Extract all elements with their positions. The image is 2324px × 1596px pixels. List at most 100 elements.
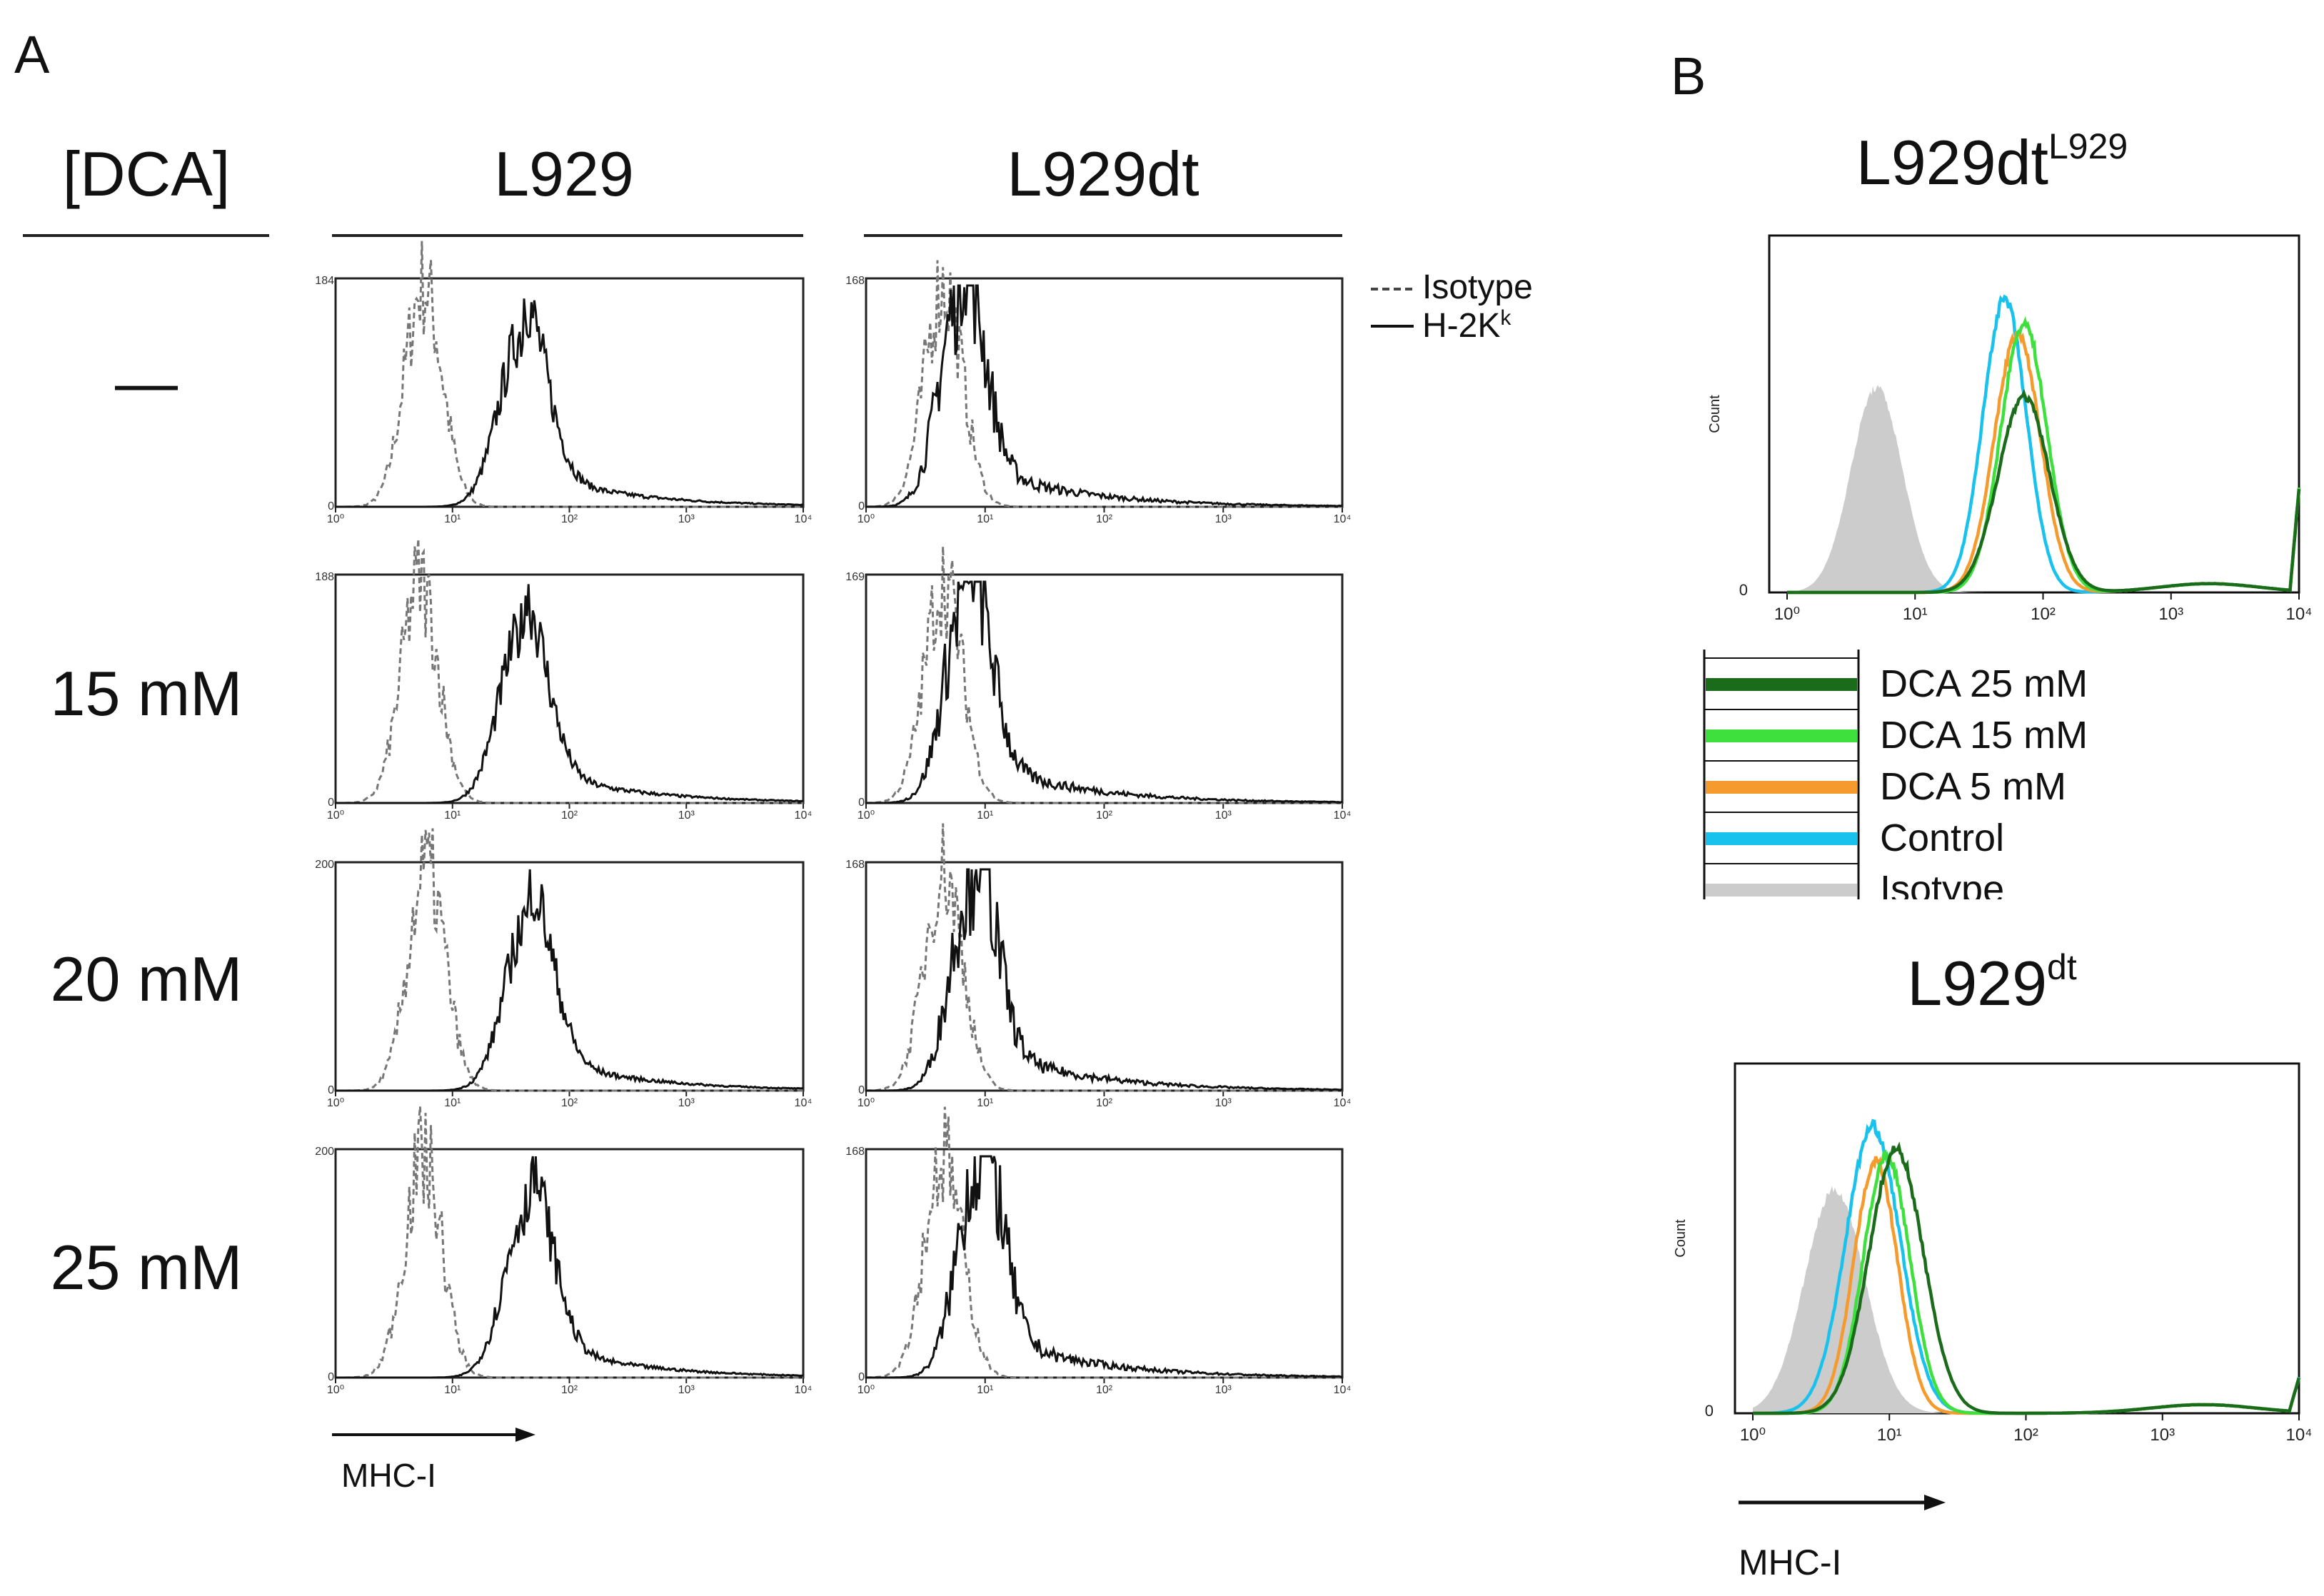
legend-swatch-dca-5-mm (1706, 781, 1857, 794)
x-tick-label: 10⁰ (857, 513, 875, 525)
x-tick-label: 10⁰ (1774, 605, 1800, 624)
x-tick-label: 10² (1096, 513, 1113, 525)
x-tick-label: 10¹ (977, 513, 993, 525)
y-max-label: 169 (845, 571, 865, 583)
x-tick-label: 10³ (1215, 1384, 1232, 1396)
x-tick-label: 10² (2013, 1425, 2038, 1445)
y-min-label: 0 (328, 1084, 334, 1096)
histogram-b-0: Count 0 10⁰ 10¹ 10² 10³ 10⁴ (1707, 234, 2313, 624)
legend-label: DCA 25 mM (1880, 662, 2088, 705)
h2k-series (866, 580, 1343, 804)
x-tick-label: 10¹ (977, 1097, 993, 1109)
x-tick-label: 10¹ (444, 809, 461, 822)
x-tick-label: 10⁰ (857, 1384, 875, 1396)
y-zero-label: 0 (1739, 581, 1748, 599)
x-tick-label: 10² (2031, 605, 2056, 624)
dca-header-rule (23, 234, 269, 237)
h2k-series (866, 1155, 1342, 1379)
isotype-series (336, 828, 803, 1092)
x-tick-label: 10³ (1215, 513, 1232, 525)
isotype-series (866, 546, 1342, 804)
row-label-25mm: 25 mM (50, 1232, 243, 1303)
x-tick-label: 10¹ (977, 809, 993, 822)
panel-b-bottom-title: L929dt (1699, 949, 2285, 1015)
panel-a-letter: A (14, 25, 50, 84)
legend-swatch-dca-25-mm (1706, 678, 1857, 691)
h2k-series (336, 298, 804, 508)
x-tick-label: 10³ (678, 1097, 695, 1109)
top-title-text: L929dt (1856, 127, 2048, 198)
x-tick-label: 10² (561, 809, 578, 822)
x-tick-label: 10⁴ (1334, 809, 1352, 822)
x-tick-label: 10⁴ (2285, 1425, 2312, 1445)
top-title-sup: L929 (2048, 126, 2128, 166)
row-label-20mm: 20 mM (50, 944, 243, 1014)
legend-swatch-isotype (1706, 884, 1857, 897)
x-tick-label: 10² (1096, 1384, 1113, 1396)
x-tick-label: 10³ (678, 1384, 695, 1396)
y-max-label: 168 (845, 275, 865, 287)
isotype-series (336, 1106, 803, 1379)
y-axis-label: Count (1673, 1219, 1689, 1258)
dca-header: [DCA] (62, 138, 231, 209)
x-tick-label: 10¹ (444, 1384, 461, 1396)
isotype-series (866, 260, 1342, 508)
x-tick-label: 10³ (2150, 1425, 2175, 1445)
x-tick-label: 10⁴ (1334, 513, 1352, 525)
x-tick-label: 10⁴ (795, 809, 813, 822)
y-max-label: 200 (315, 859, 334, 871)
series-dca-25-mm (1787, 389, 2301, 595)
x-tick-label: 10⁰ (857, 1097, 875, 1109)
x-tick-label: 10⁴ (1334, 1097, 1352, 1109)
h2k-series (866, 284, 1343, 508)
x-tick-label: 10⁰ (327, 1384, 344, 1396)
x-tick-label: 10⁰ (327, 1097, 344, 1109)
y-max-label: 168 (845, 1146, 865, 1158)
y-min-label: 0 (858, 1371, 865, 1383)
x-tick-label: 10¹ (1877, 1425, 1902, 1445)
y-min-label: 0 (858, 1084, 865, 1096)
legend-isotype-label: Isotype (1422, 268, 1533, 306)
legend-swatch-dca-15-mm (1706, 729, 1857, 742)
isotype-series (336, 241, 803, 508)
l929-header-rule (332, 234, 803, 237)
x-tick-label: 10⁴ (2285, 605, 2312, 624)
legend-swatches: DCA 25 mM DCA 15 mM DCA 5 mM Control Isotype (1703, 650, 2088, 899)
column-header-l929: L929 (494, 138, 634, 209)
x-tick-label: 10³ (1215, 809, 1232, 822)
panel-a-x-label: MHC-I (341, 1457, 436, 1494)
series-isotype-fill (1787, 385, 2299, 592)
x-tick-label: 10¹ (444, 513, 461, 525)
panel-a-x-arrow (332, 1428, 535, 1442)
isotype-series (866, 1106, 1342, 1379)
y-max-label: 184 (315, 275, 334, 287)
x-tick-label: 10² (561, 1384, 578, 1396)
y-min-label: 0 (328, 1371, 334, 1383)
isotype-series (866, 823, 1342, 1092)
legend-label: Isotype (1880, 868, 2004, 899)
panel-b-legend: DCA 25 mM DCA 15 mM DCA 5 mM Control Isotype (1703, 650, 2203, 899)
h2k-series (866, 868, 1343, 1092)
h2k-series (336, 1156, 804, 1379)
legend-h2k-label: H-2Kk (1422, 308, 1511, 343)
x-tick-label: 10⁰ (327, 809, 344, 822)
y-zero-label: 0 (1705, 1402, 1714, 1420)
x-tick-label: 10² (1096, 809, 1113, 822)
panel-b-letter: B (1671, 46, 1706, 106)
isotype-series (336, 538, 803, 804)
x-tick-label: 10² (561, 1097, 578, 1109)
x-tick-label: 10⁰ (327, 513, 344, 525)
x-tick-label: 10¹ (1903, 605, 1928, 624)
y-axis-label: Count (1707, 395, 1723, 433)
legend-h2k-sup: k (1500, 306, 1511, 330)
x-tick-label: 10⁰ (857, 809, 875, 822)
row-label-15mm: 15 mM (50, 658, 243, 729)
